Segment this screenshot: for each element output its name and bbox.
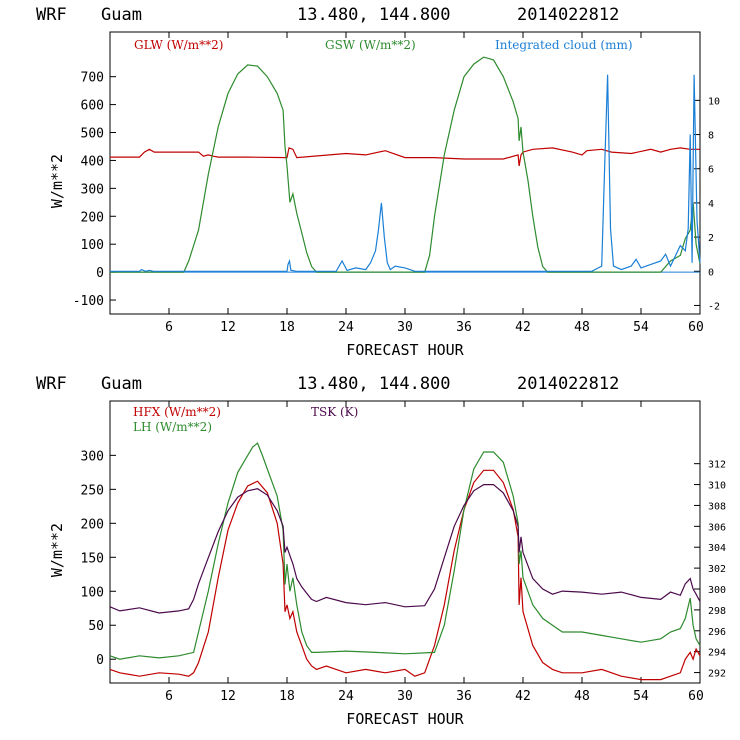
top-header-run: 2014022812 <box>517 5 619 25</box>
top-ytick-label: 700 <box>81 71 104 86</box>
bottom-legend-lh: LH (W/m**2) <box>133 420 212 434</box>
top-y2tick-label: -2 <box>708 301 720 312</box>
bottom-y2tick-label: 312 <box>708 460 726 471</box>
top-plot: 6 12 18 24 30 36 42 48 54 60-10001002003004005006… <box>73 31 720 335</box>
top-y2tick-label: 10 <box>708 96 720 107</box>
bottom-ytick-label: 150 <box>81 551 104 566</box>
top-ytick-label: 400 <box>81 154 104 169</box>
top-xtick-label: 36 <box>456 320 472 335</box>
top-xtick-label: 60 <box>688 320 704 335</box>
bottom-chart: WRF Guam 13.480, 144.800 2014022812 HFX … <box>36 374 619 728</box>
bottom-y2tick-label: 306 <box>708 522 726 533</box>
top-xtick-label: 30 <box>397 320 413 335</box>
bottom-header-coords: 13.480, 144.800 <box>297 374 451 394</box>
top-header-model: WRF <box>36 5 67 25</box>
top-header-location: Guam <box>101 5 142 25</box>
bottom-series-tsk <box>109 484 701 614</box>
bottom-y2tick-label: 296 <box>708 627 726 638</box>
bottom-xtick-label: 54 <box>633 689 649 704</box>
top-y2tick-label: 8 <box>708 131 714 142</box>
bottom-y2tick-label: 310 <box>708 481 726 492</box>
bottom-series-hfx <box>109 469 701 681</box>
top-xtick-label: 54 <box>633 320 649 335</box>
top-ylabel: W/m**2 <box>48 154 66 208</box>
top-legend-gsw: GSW (W/m**2) <box>325 38 416 52</box>
bottom-xlabel: FORECAST HOUR <box>346 710 464 728</box>
bottom-ytick-label: 50 <box>88 619 104 634</box>
top-xtick-label: 24 <box>338 320 354 335</box>
top-xtick-label: 42 <box>515 320 531 335</box>
top-xtick-label: 18 <box>279 320 295 335</box>
bottom-legend-tsk: TSK (K) <box>311 405 358 419</box>
top-ytick-label: 100 <box>81 238 104 253</box>
bottom-header-model: WRF <box>36 374 67 394</box>
bottom-ytick-label: 200 <box>81 517 104 532</box>
bottom-ylabel: W/m**2 <box>48 523 66 577</box>
top-ytick-label: -100 <box>73 294 104 309</box>
bottom-xtick-label: 12 <box>220 689 236 704</box>
top-xtick-label: 6 <box>165 320 173 335</box>
bottom-header-location: Guam <box>101 374 142 394</box>
top-y2tick-label: 6 <box>708 165 714 176</box>
top-legend-glw: GLW (W/m**2) <box>134 38 223 52</box>
bottom-ytick-label: 250 <box>81 483 104 498</box>
bottom-legend-hfx: HFX (W/m**2) <box>133 405 221 419</box>
top-xtick-label: 48 <box>574 320 590 335</box>
bottom-series-lh <box>109 442 701 660</box>
bottom-y2tick-label: 298 <box>708 606 726 617</box>
bottom-xtick-label: 48 <box>574 689 590 704</box>
bottom-xtick-label: 36 <box>456 689 472 704</box>
bottom-header-run: 2014022812 <box>517 374 619 394</box>
bottom-xtick-label: 18 <box>279 689 295 704</box>
top-y2tick-label: 4 <box>708 199 714 210</box>
bottom-plot: 6 12 18 24 30 36 42 48 54 60 0 50 100 150 200 250 300 292… <box>81 400 726 704</box>
top-chart: WRF Guam 13.480, 144.800 2014022812 GLW … <box>36 5 633 359</box>
bottom-xtick-label: 30 <box>397 689 413 704</box>
bottom-y2tick-label: 308 <box>708 501 726 512</box>
top-ytick-label: 500 <box>81 127 104 142</box>
bottom-plot-frame <box>109 400 701 684</box>
top-series-integrated <box>110 74 701 272</box>
bottom-ytick-label: 0 <box>96 653 104 668</box>
top-y2tick-label: 2 <box>708 233 714 244</box>
top-header-coords: 13.480, 144.800 <box>297 5 451 25</box>
top-ytick-label: 600 <box>81 99 104 114</box>
top-ytick-label: 0 <box>96 266 104 281</box>
top-ytick-label: 200 <box>81 210 104 225</box>
bottom-xtick-label: 42 <box>515 689 531 704</box>
top-series-glw <box>110 147 700 167</box>
bottom-xtick-label: 60 <box>688 689 704 704</box>
bottom-xtick-label: 6 <box>165 689 173 704</box>
top-xlabel: FORECAST HOUR <box>346 341 464 359</box>
top-y2tick-label: 0 <box>708 267 714 278</box>
bottom-y2tick-label: 300 <box>708 585 726 596</box>
bottom-ytick-label: 100 <box>81 585 104 600</box>
bottom-y2tick-label: 304 <box>708 543 726 554</box>
top-ytick-label: 300 <box>81 182 104 197</box>
top-xtick-label: 12 <box>220 320 236 335</box>
bottom-ytick-label: 300 <box>81 449 104 464</box>
bottom-xtick-label: 24 <box>338 689 354 704</box>
top-legend-cloud: Integrated cloud (mm) <box>495 38 633 52</box>
bottom-y2tick-label: 302 <box>708 564 726 575</box>
bottom-y2tick-label: 292 <box>708 669 726 680</box>
bottom-y2tick-label: 294 <box>708 648 726 659</box>
